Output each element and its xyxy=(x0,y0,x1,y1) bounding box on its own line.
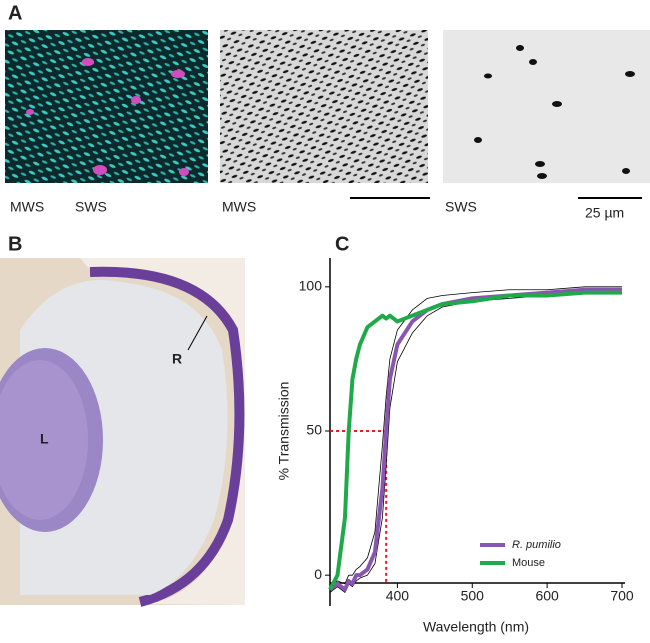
caption: SWS xyxy=(445,199,477,215)
pointer xyxy=(187,315,208,351)
histology xyxy=(0,258,245,607)
series-line xyxy=(328,290,622,591)
x-axis-title: Wavelength (nm) xyxy=(423,619,529,635)
micrograph xyxy=(220,30,428,183)
retina-label: R xyxy=(172,351,182,367)
caption: SWS xyxy=(75,199,107,215)
y-axis-title: % Transmission xyxy=(276,382,292,481)
series-line xyxy=(328,287,622,592)
scale-label: 25 µm xyxy=(585,205,624,221)
x-tick-label: 400 xyxy=(386,588,410,604)
legend-label: Mouse xyxy=(512,557,545,569)
y-tick-label: 0 xyxy=(314,566,322,582)
x-tick-label: 500 xyxy=(461,588,485,604)
panel-label: C xyxy=(335,233,349,255)
caption: MWS xyxy=(10,199,44,215)
lens-label: L xyxy=(40,431,49,447)
panel-label: A xyxy=(8,2,22,24)
caption: MWS xyxy=(222,199,256,215)
y-tick-label: 50 xyxy=(306,422,322,438)
legend-label: R. pumilio xyxy=(512,539,561,551)
micrograph xyxy=(5,30,208,183)
sws-cells xyxy=(26,58,189,176)
series-line xyxy=(329,286,622,588)
sws-cells xyxy=(474,45,635,179)
micrograph xyxy=(443,30,650,183)
x-tick-label: 700 xyxy=(610,588,634,604)
x-tick-label: 600 xyxy=(535,588,559,604)
y-tick-label: 100 xyxy=(299,278,323,294)
panel-label: B xyxy=(8,233,22,255)
